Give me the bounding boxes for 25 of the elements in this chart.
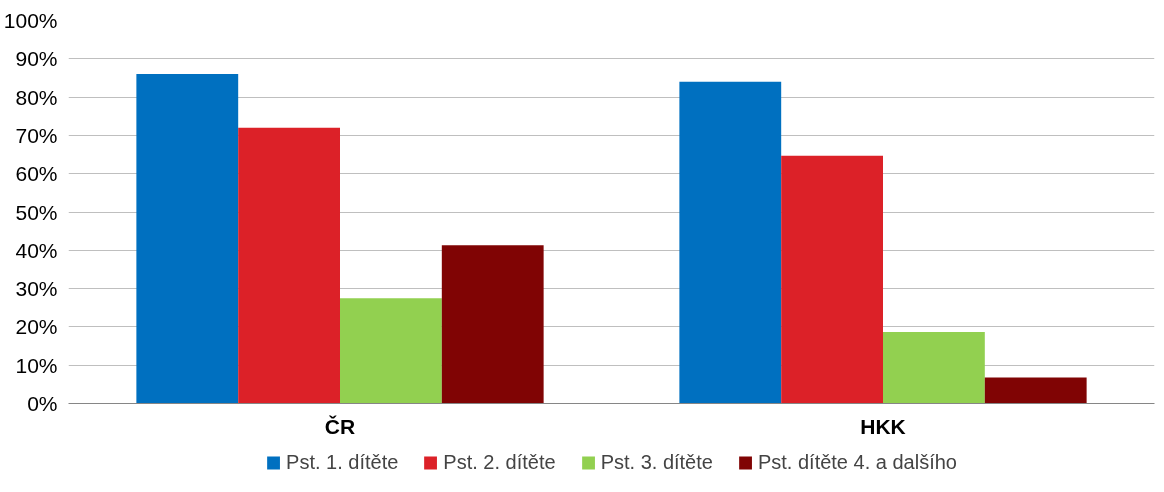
bar xyxy=(984,377,1087,404)
bar xyxy=(238,127,340,404)
y-tick-label: 40% xyxy=(15,238,58,262)
bar xyxy=(441,245,544,404)
y-tick-label: 90% xyxy=(15,47,58,71)
y-tick-label: 0% xyxy=(27,392,58,415)
bar xyxy=(679,81,782,404)
bar xyxy=(136,74,239,404)
bar xyxy=(781,155,883,404)
y-tick-label: 60% xyxy=(15,162,58,186)
y-tick-label: 30% xyxy=(15,277,58,301)
y-tick-label: 50% xyxy=(15,200,58,224)
y-tick-label: 80% xyxy=(15,85,58,109)
x-tick-label: ČR xyxy=(324,414,356,438)
y-tick-label: 10% xyxy=(15,353,58,377)
bar xyxy=(883,331,985,404)
bar xyxy=(340,298,442,404)
y-tick-label: 100% xyxy=(3,9,58,32)
legend-label: Pst. 3. dítěte xyxy=(600,450,713,474)
legend-label: Pst. 2. dítěte xyxy=(443,450,556,474)
legend-label: Pst. dítěte 4. a dalšího xyxy=(757,450,957,474)
y-tick-label: 20% xyxy=(15,315,58,339)
legend-label: Pst. 1. dítěte xyxy=(286,450,399,474)
y-tick-label: 70% xyxy=(15,123,58,147)
x-tick-label: HKK xyxy=(860,414,906,438)
